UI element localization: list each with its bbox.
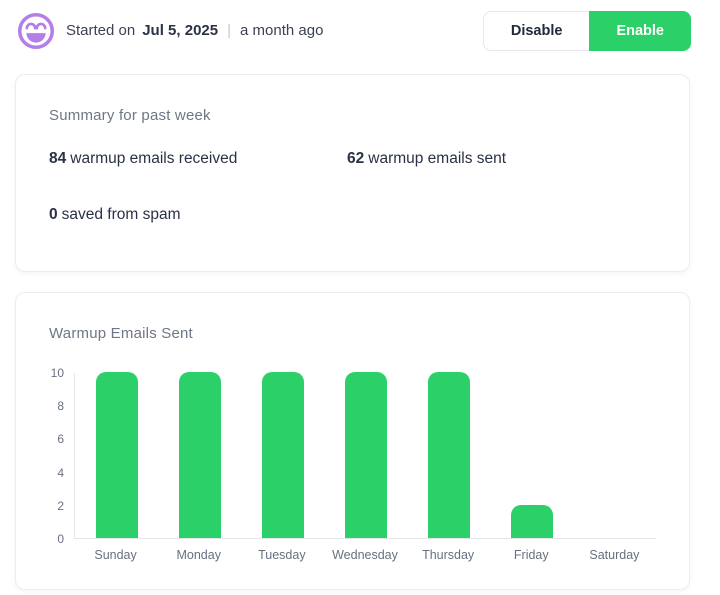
summary-stats: 84 warmup emails received 62 warmup emails… bbox=[49, 150, 656, 224]
stat-label: warmup emails received bbox=[70, 150, 238, 167]
started-on-label: Started on bbox=[66, 22, 136, 39]
stat-emails-received: 84 warmup emails received bbox=[49, 150, 347, 168]
stat-label: warmup emails sent bbox=[368, 150, 507, 167]
top-bar: Started on Jul 5, 2025 | a month ago Disabl… bbox=[0, 0, 720, 52]
disable-button[interactable]: Disable bbox=[482, 10, 590, 51]
y-axis-tick-label: 10 bbox=[50, 366, 64, 380]
x-axis-label-sunday: Sunday bbox=[94, 548, 137, 562]
bar-wednesday[interactable] bbox=[344, 372, 387, 538]
started-on-text: Started on Jul 5, 2025 | a month ago bbox=[66, 22, 323, 39]
bar-slot bbox=[75, 372, 158, 538]
y-axis-tick-label: 0 bbox=[57, 532, 64, 546]
y-axis-tick-label: 8 bbox=[57, 399, 64, 414]
start-date: Jul 5, 2025 bbox=[142, 22, 219, 39]
y-axis: 0 2 4 6 8 10 bbox=[49, 366, 74, 546]
y-axis-tick-label: 6 bbox=[57, 432, 64, 447]
x-axis-label-tuesday: Tuesday bbox=[258, 548, 306, 562]
x-axis-label-saturday: Saturday bbox=[589, 548, 640, 562]
warmup-emails-chart-card: Warmup Emails Sent 0 2 4 6 8 10 Sunday Monday T… bbox=[15, 292, 690, 590]
bar-slot bbox=[490, 373, 573, 538]
stat-emails-sent: 62 warmup emails sent bbox=[347, 150, 656, 168]
x-axis-label-monday: Monday bbox=[176, 548, 221, 562]
summary-card: Summary for past week 84 warmup emails re… bbox=[15, 74, 690, 272]
relative-time: a month ago bbox=[240, 22, 324, 39]
summary-title: Summary for past week bbox=[49, 107, 211, 124]
x-axis-label-friday: Friday bbox=[513, 548, 549, 562]
stat-value: 0 bbox=[49, 206, 58, 223]
chart-title: Warmup Emails Sent bbox=[49, 325, 193, 342]
stat-value: 84 bbox=[49, 150, 67, 167]
separator: | bbox=[227, 22, 232, 39]
warmup-toggle-group: Disable Enable bbox=[482, 10, 691, 51]
bar-slot bbox=[407, 372, 490, 538]
stat-saved-from-spam: 0 saved from spam bbox=[49, 206, 347, 224]
stat-label: saved from spam bbox=[61, 206, 181, 223]
x-axis-label-wednesday: Wednesday bbox=[332, 548, 398, 562]
bar-slot bbox=[324, 372, 407, 538]
stat-value: 62 bbox=[347, 150, 365, 167]
plot-area bbox=[74, 372, 656, 539]
x-axis-labels: Sunday Monday Tuesday Wednesday Thursday Frid… bbox=[74, 548, 656, 562]
bar-slot bbox=[241, 372, 324, 538]
bar-friday[interactable] bbox=[510, 504, 553, 538]
x-axis-label-thursday: Thursday bbox=[422, 548, 475, 562]
bar-chart: 0 2 4 6 8 10 Sunday Monday Tuesday Wednesday Thur… bbox=[49, 366, 656, 562]
bar-thursday[interactable] bbox=[427, 372, 470, 538]
bar-sunday[interactable] bbox=[95, 372, 138, 538]
bar-tuesday[interactable] bbox=[261, 372, 304, 538]
bar-slot bbox=[158, 372, 241, 538]
enable-button[interactable]: Enable bbox=[589, 10, 691, 51]
y-axis-tick-label: 2 bbox=[57, 498, 64, 513]
bar-monday[interactable] bbox=[178, 372, 221, 538]
y-axis-tick-label: 4 bbox=[57, 465, 64, 480]
bar-slot bbox=[573, 373, 656, 538]
grinning-face-icon bbox=[16, 11, 56, 51]
